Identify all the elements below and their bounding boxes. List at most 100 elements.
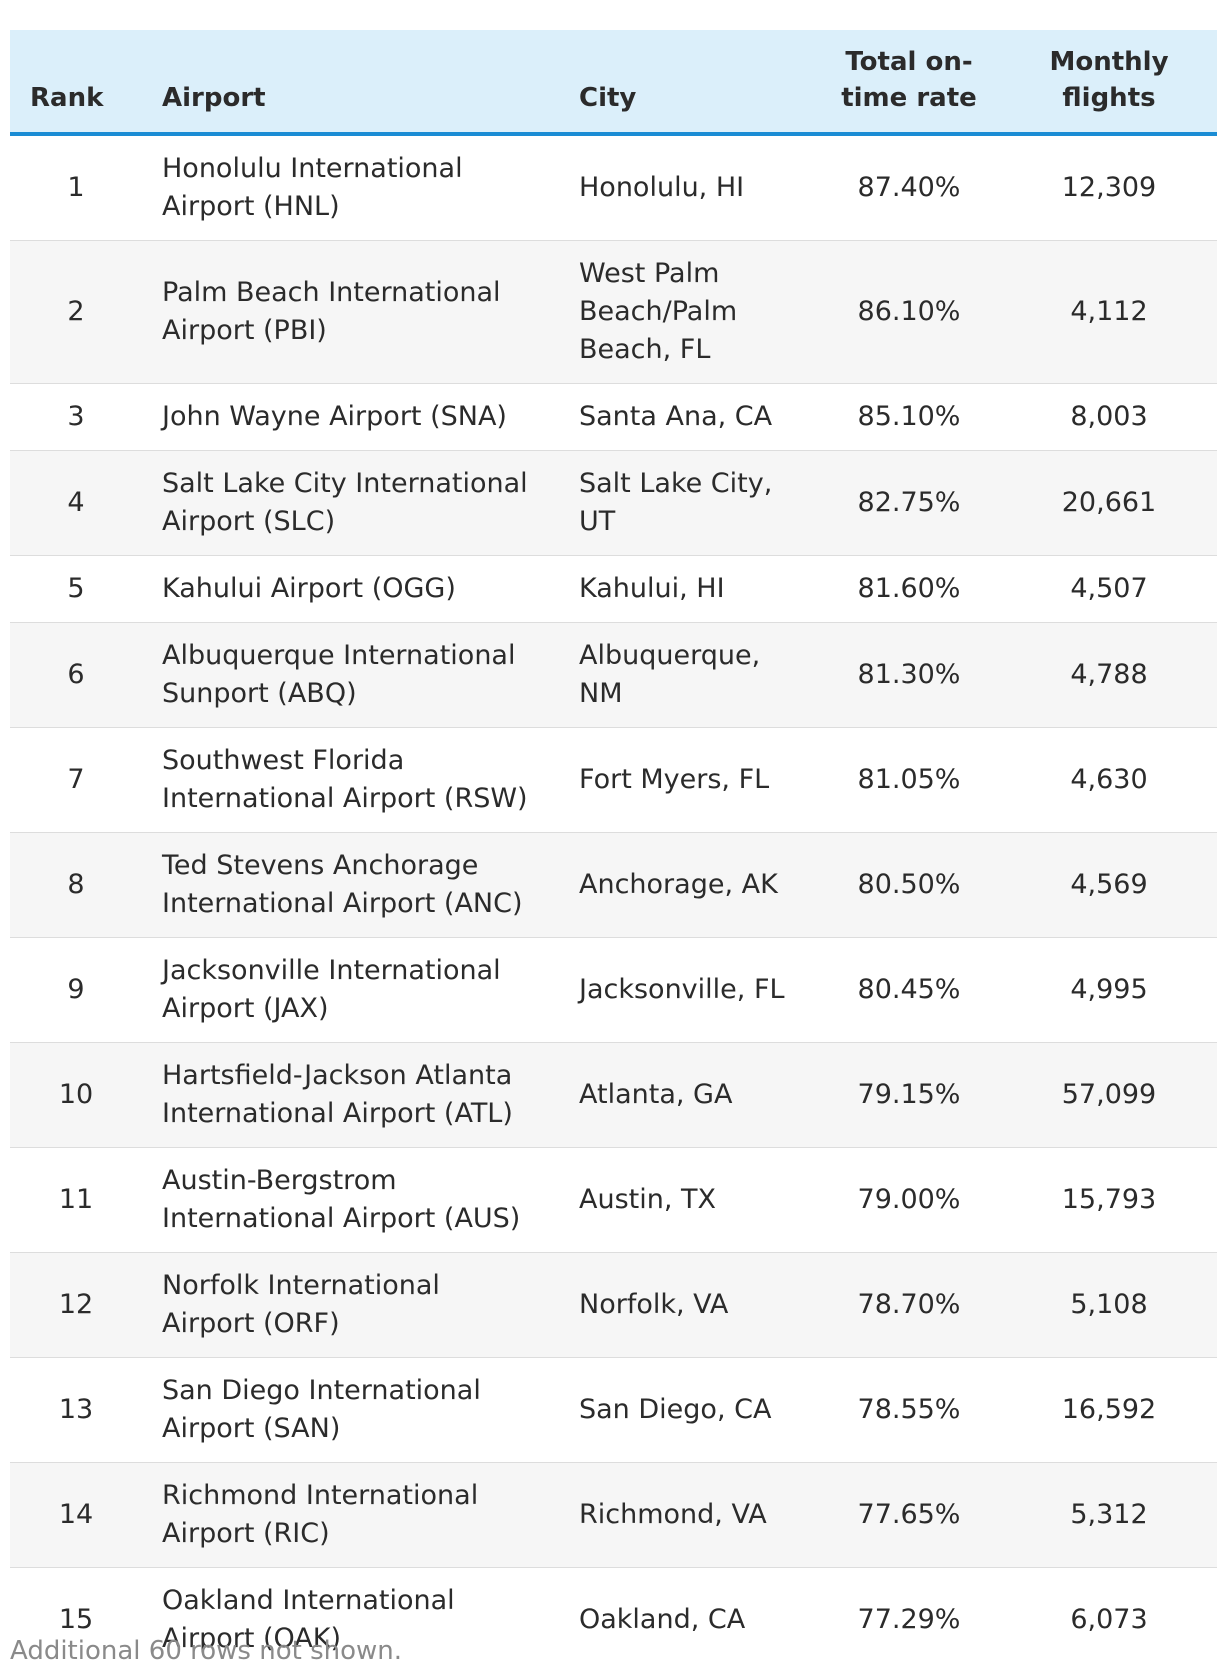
cell-airport: Ted Stevens Anchorage International Airp…: [142, 832, 559, 938]
cell-airport: John Wayne Airport (SNA): [142, 383, 559, 451]
cell-on-time-rate: 79.00%: [817, 1147, 1001, 1253]
cell-rank: 4: [10, 450, 142, 556]
header-airport: Airport: [142, 30, 559, 136]
cell-on-time-rate: 85.10%: [817, 383, 1001, 451]
airport-ranking-table: Rank Airport City Total on-time rate Mon…: [10, 30, 1217, 1672]
cell-rank: 9: [10, 937, 142, 1043]
cell-city: Jacksonville, FL: [559, 937, 817, 1043]
cell-city: Albuquerque, NM: [559, 622, 817, 728]
cell-city: Salt Lake City, UT: [559, 450, 817, 556]
rows-not-shown-note: Additional 60 rows not shown.: [10, 1636, 403, 1666]
cell-monthly-flights: 5,312: [1001, 1462, 1217, 1568]
cell-rank: 10: [10, 1042, 142, 1148]
table-row: 9 Jacksonville International Airport (JA…: [10, 937, 1217, 1043]
cell-on-time-rate: 86.10%: [817, 240, 1001, 384]
table-row: 15 Oakland International Airport (OAK) O…: [10, 1568, 1217, 1672]
table-row: 6 Albuquerque International Sunport (ABQ…: [10, 622, 1217, 728]
cell-city: Fort Myers, FL: [559, 727, 817, 833]
cell-on-time-rate: 77.29%: [857, 1604, 961, 1635]
header-rank: Rank: [10, 30, 142, 136]
cell-on-time-rate: 87.40%: [817, 134, 1001, 241]
cell-rank: 12: [10, 1252, 142, 1358]
cell-city: Anchorage, AK: [559, 832, 817, 938]
cell-monthly-flights: 4,788: [1001, 622, 1217, 728]
cell-monthly-flights: 4,507: [1001, 555, 1217, 623]
cell-rank: 1: [10, 134, 142, 241]
table-row: 5 Kahului Airport (OGG) Kahului, HI 81.6…: [10, 555, 1217, 623]
cell-rank: 3: [10, 383, 142, 451]
cell-airport: Richmond International Airport (RIC): [142, 1462, 559, 1568]
cell-on-time-rate: 78.70%: [817, 1252, 1001, 1358]
table-row: 1 Honolulu International Airport (HNL) H…: [10, 134, 1217, 241]
cell-monthly-flights: 4,630: [1001, 727, 1217, 833]
cell-airport: Jacksonville International Airport (JAX): [142, 937, 559, 1043]
table-row: 12 Norfolk International Airport (ORF) N…: [10, 1252, 1217, 1358]
cell-airport: Oakland International Airport (OAK): [162, 1585, 455, 1654]
cell-monthly-flights: 12,309: [1001, 134, 1217, 241]
cell-rank: 14: [10, 1462, 142, 1568]
cell-monthly-flights: 4,569: [1001, 832, 1217, 938]
cell-on-time-rate: 81.30%: [817, 622, 1001, 728]
cell-monthly-flights: 15,793: [1001, 1147, 1217, 1253]
cell-rank: 11: [10, 1147, 142, 1253]
cell-monthly-flights: 57,099: [1001, 1042, 1217, 1148]
table-row: 4 Salt Lake City International Airport (…: [10, 450, 1217, 556]
cell-city: Richmond, VA: [559, 1462, 817, 1568]
cell-on-time-rate: 80.50%: [817, 832, 1001, 938]
table-row: 3 John Wayne Airport (SNA) Santa Ana, CA…: [10, 383, 1217, 451]
table-row: 14 Richmond International Airport (RIC) …: [10, 1462, 1217, 1568]
cell-monthly-flights: 20,661: [1001, 450, 1217, 556]
table-row: 7 Southwest Florida International Airpor…: [10, 727, 1217, 833]
cell-monthly-flights: 5,108: [1001, 1252, 1217, 1358]
cell-airport: San Diego International Airport (SAN): [142, 1357, 559, 1463]
cell-rank: 2: [10, 240, 142, 384]
cell-airport: Salt Lake City International Airport (SL…: [142, 450, 559, 556]
cell-on-time-rate: 79.15%: [817, 1042, 1001, 1148]
cell-on-time-rate: 81.05%: [817, 727, 1001, 833]
cell-airport: Austin-Bergstrom International Airport (…: [142, 1147, 559, 1253]
cell-rank: 6: [10, 622, 142, 728]
header-city: City: [559, 30, 817, 136]
cell-monthly-flights: 6,073: [1070, 1604, 1148, 1635]
cell-city: San Diego, CA: [559, 1357, 817, 1463]
cell-city: Norfolk, VA: [559, 1252, 817, 1358]
table-header-row: Rank Airport City Total on-time rate Mon…: [10, 30, 1217, 136]
cell-rank: 13: [10, 1357, 142, 1463]
cell-monthly-flights: 16,592: [1001, 1357, 1217, 1463]
cell-airport: Southwest Florida International Airport …: [142, 727, 559, 833]
cell-city: Austin, TX: [559, 1147, 817, 1253]
cell-rank: 8: [10, 832, 142, 938]
cell-monthly-flights: 4,112: [1001, 240, 1217, 384]
table-row: 13 San Diego International Airport (SAN)…: [10, 1357, 1217, 1463]
header-monthly-flights: Monthly flights: [1001, 30, 1217, 136]
cell-on-time-rate: 81.60%: [817, 555, 1001, 623]
cell-rank: 5: [10, 555, 142, 623]
cell-airport: Palm Beach International Airport (PBI): [142, 240, 559, 384]
table-row: 2 Palm Beach International Airport (PBI)…: [10, 240, 1217, 384]
cell-city: Kahului, HI: [559, 555, 817, 623]
cell-monthly-flights: 4,995: [1001, 937, 1217, 1043]
cell-on-time-rate: 78.55%: [817, 1357, 1001, 1463]
airport-ranking-table-container: Rank Airport City Total on-time rate Mon…: [10, 30, 1217, 1672]
cell-rank: 7: [10, 727, 142, 833]
table-row: 8 Ted Stevens Anchorage International Ai…: [10, 832, 1217, 938]
cell-rank: 15: [58, 1604, 94, 1635]
cell-airport: Albuquerque International Sunport (ABQ): [142, 622, 559, 728]
table-row: 11 Austin-Bergstrom International Airpor…: [10, 1147, 1217, 1253]
table-row: 10 Hartsfield-Jackson Atlanta Internatio…: [10, 1042, 1217, 1148]
cell-on-time-rate: 77.65%: [817, 1462, 1001, 1568]
cell-city: Oakland, CA: [579, 1604, 746, 1635]
cell-monthly-flights: 8,003: [1001, 383, 1217, 451]
cell-city: West Palm Beach/Palm Beach, FL: [559, 240, 817, 384]
cell-airport: Kahului Airport (OGG): [142, 555, 559, 623]
cell-on-time-rate: 82.75%: [817, 450, 1001, 556]
cell-on-time-rate: 80.45%: [817, 937, 1001, 1043]
table-body: 1 Honolulu International Airport (HNL) H…: [10, 134, 1217, 1672]
cell-airport: Hartsfield-Jackson Atlanta International…: [142, 1042, 559, 1148]
header-on-time-rate: Total on-time rate: [817, 30, 1001, 136]
cell-city: Santa Ana, CA: [559, 383, 817, 451]
cell-airport: Honolulu International Airport (HNL): [142, 134, 559, 241]
cell-city: Atlanta, GA: [559, 1042, 817, 1148]
cell-city: Honolulu, HI: [559, 134, 817, 241]
cell-airport: Norfolk International Airport (ORF): [142, 1252, 559, 1358]
